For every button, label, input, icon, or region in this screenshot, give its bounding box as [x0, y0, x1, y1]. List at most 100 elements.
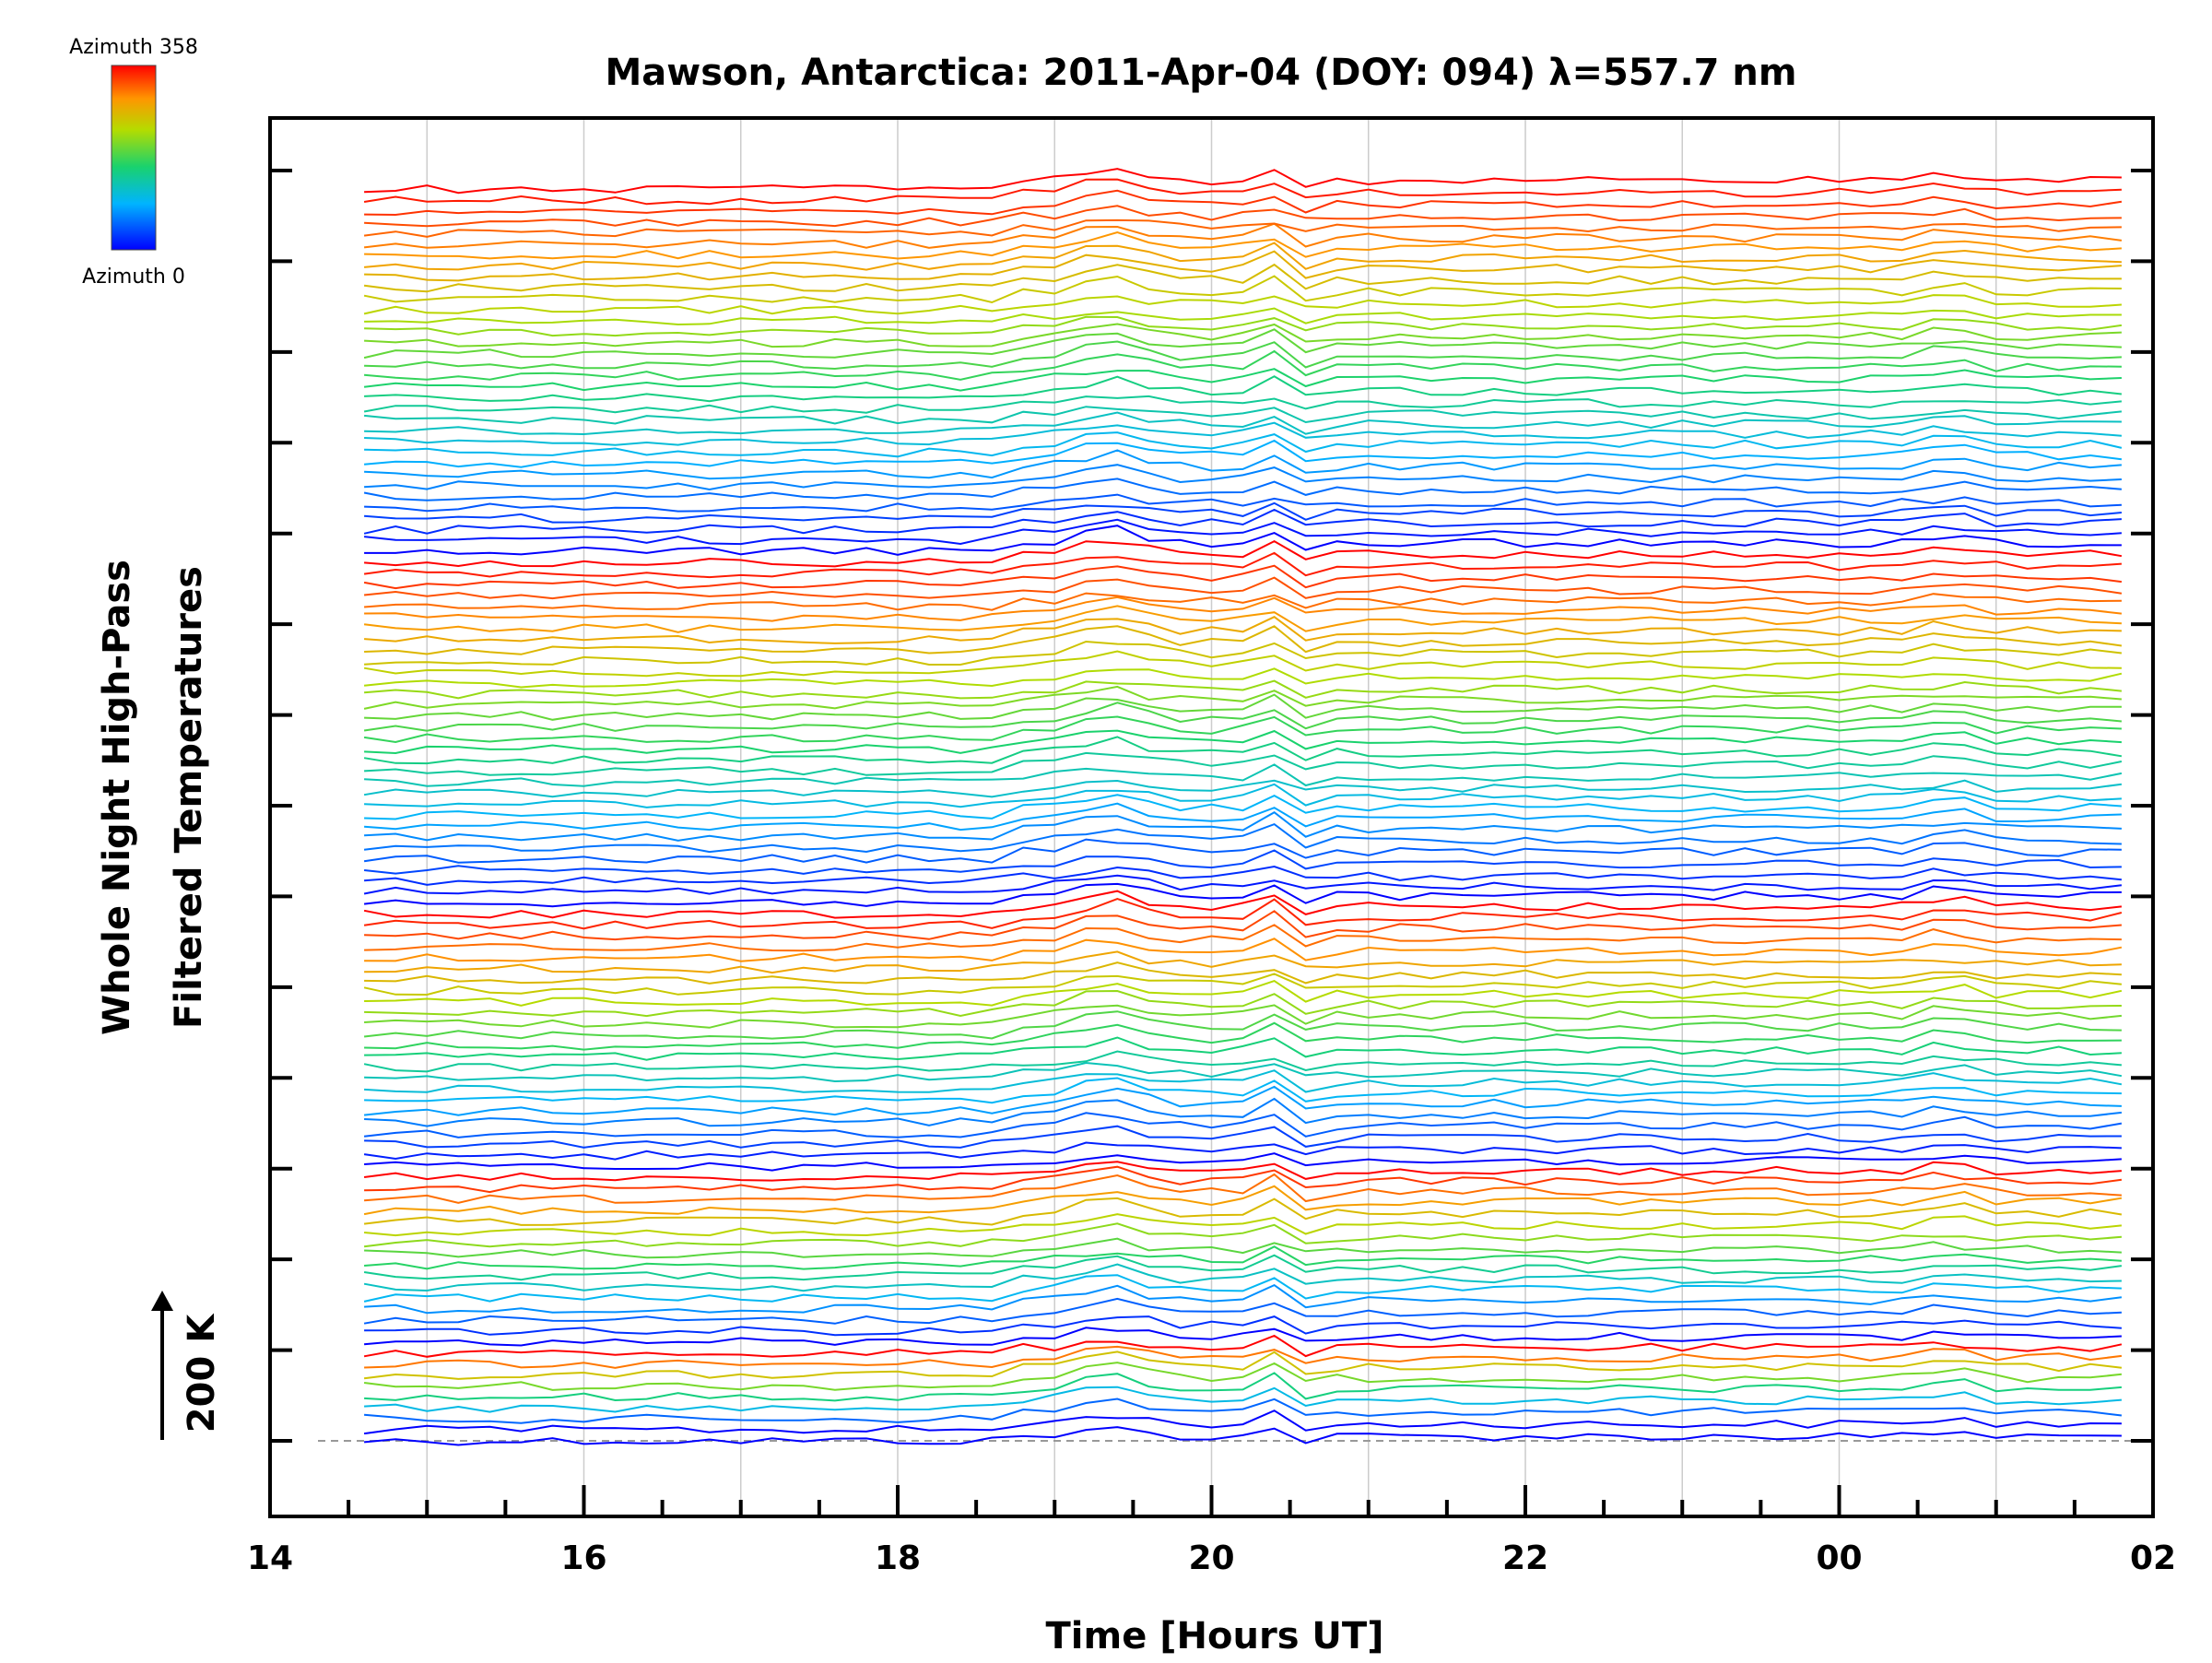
series-group: [363, 168, 2123, 1446]
zone-series-line: [363, 275, 2122, 304]
zone-series-line: [364, 340, 2122, 371]
zone-series-line: [364, 938, 2123, 962]
zone-series-line: [363, 874, 2123, 895]
zone-series-line: [364, 811, 2122, 842]
zone-series-line: [363, 1161, 2122, 1182]
x-tick-label: 22: [1502, 1539, 1548, 1577]
zone-series-line: [364, 1315, 2122, 1337]
zone-series-line: [364, 449, 2122, 480]
zone-series-line: [364, 1237, 2122, 1259]
zone-series-line: [364, 525, 2122, 556]
zone-series-line: [364, 1036, 2122, 1061]
zone-series-line: [364, 406, 2123, 425]
zone-series-line: [363, 222, 2123, 249]
zone-series-line: [363, 702, 2122, 732]
zone-series-line: [364, 763, 2123, 787]
zone-series-line: [363, 1197, 2123, 1226]
zone-series-line: [364, 1069, 2123, 1093]
zone-series-line: [363, 263, 2122, 293]
zone-series-line: [364, 1386, 2122, 1413]
zone-series-line: [363, 667, 2123, 689]
zone-series-line: [364, 1125, 2122, 1149]
zone-series-line: [364, 205, 2122, 228]
zone-series-line: [363, 1112, 2123, 1138]
zone-series-line: [363, 1350, 2123, 1380]
zone-series-line: [363, 650, 2122, 678]
zone-series-line: [363, 368, 2122, 392]
zone-series-line: [363, 518, 2122, 546]
zone-series-line: [363, 564, 2123, 590]
zone-series-line: [363, 1085, 2122, 1116]
zone-series-line: [363, 328, 2122, 360]
zone-series-line: [363, 779, 2123, 798]
zone-series-line: [363, 849, 2122, 875]
zone-series-line: [364, 910, 2122, 941]
x-tick-label: 20: [1188, 1539, 1234, 1577]
zone-series-line: [364, 924, 2122, 952]
zone-series-line: [364, 1173, 2122, 1204]
zone-series-line: [364, 979, 2123, 1007]
zone-series-line: [363, 822, 2122, 854]
zone-series-line: [363, 1334, 2123, 1358]
zone-series-line: [363, 736, 2123, 765]
zone-series-line: [363, 890, 2123, 919]
zone-series-line: [364, 693, 2122, 721]
scale-bar-label: 200 K: [181, 1313, 223, 1433]
colorbar-bottom-label: Azimuth 0: [82, 265, 185, 289]
zone-series-line: [364, 315, 2123, 337]
zone-series-line: [364, 596, 2123, 622]
x-tick-label: 02: [2130, 1539, 2176, 1577]
zone-series-line: [364, 189, 2123, 217]
zone-series-line: [364, 1283, 2123, 1315]
zone-series-line: [364, 539, 2123, 568]
x-tick-label: 16: [560, 1539, 606, 1577]
zone-series-line: [364, 464, 2122, 491]
zone-series-line: [364, 1372, 2122, 1402]
zone-series-line: [364, 625, 2123, 655]
zone-series-line: [364, 439, 2123, 468]
zone-series-line: [363, 1263, 2122, 1292]
y-axis-title-line1: Whole Night High-Pass: [96, 560, 138, 1035]
y-axis: [270, 169, 2153, 1443]
zone-series-line: [363, 605, 2122, 633]
x-tick-label: 18: [875, 1539, 921, 1577]
zone-series-line: [364, 493, 2122, 513]
zone-series-line: [364, 421, 2122, 446]
zone-series-line: [364, 961, 2122, 985]
zone-series-line: [363, 973, 2123, 997]
zone-series-line: [364, 411, 2122, 436]
zone-series-line: [364, 1345, 2123, 1369]
zone-series-line: [363, 576, 2123, 600]
colorbar: [111, 65, 157, 251]
zone-series-line: [364, 1398, 2123, 1424]
zone-series-line: [364, 616, 2122, 644]
scale-bar-arrow-icon: [151, 1291, 173, 1311]
zone-series-line: [363, 685, 2122, 710]
zone-series-line: [364, 592, 2122, 611]
zone-series-line: [364, 307, 2122, 326]
zone-series-line: [363, 1297, 2122, 1325]
zone-series-line: [363, 1409, 2122, 1435]
zone-series-line: [363, 1254, 2123, 1281]
zone-series-line: [364, 729, 2122, 755]
zone-series-line: [364, 431, 2123, 458]
x-tick-label: 14: [247, 1539, 293, 1577]
zone-series-line: [364, 1061, 2123, 1083]
zone-series-line: [363, 1185, 2123, 1216]
zone-series-line: [363, 508, 2122, 535]
zone-series-line: [364, 640, 2123, 666]
x-axis-title: Time [Hours UT]: [1046, 1615, 1384, 1657]
zone-series-line: [364, 168, 2122, 195]
zone-series-line: [363, 294, 2122, 315]
zone-series-line: [364, 989, 2122, 1018]
zone-series-line: [363, 395, 2122, 414]
chart-title: Mawson, Antarctica: 2011-Apr-04 (DOY: 09…: [605, 52, 1796, 94]
zone-series-line: [364, 802, 2122, 832]
zone-series-line: [364, 323, 2122, 348]
x-tick-label: 00: [1816, 1539, 1862, 1577]
zone-series-line: [363, 551, 2122, 579]
zone-series-line: [364, 783, 2122, 808]
zone-series-line: [364, 950, 2122, 974]
zone-series-line: [364, 375, 2123, 403]
